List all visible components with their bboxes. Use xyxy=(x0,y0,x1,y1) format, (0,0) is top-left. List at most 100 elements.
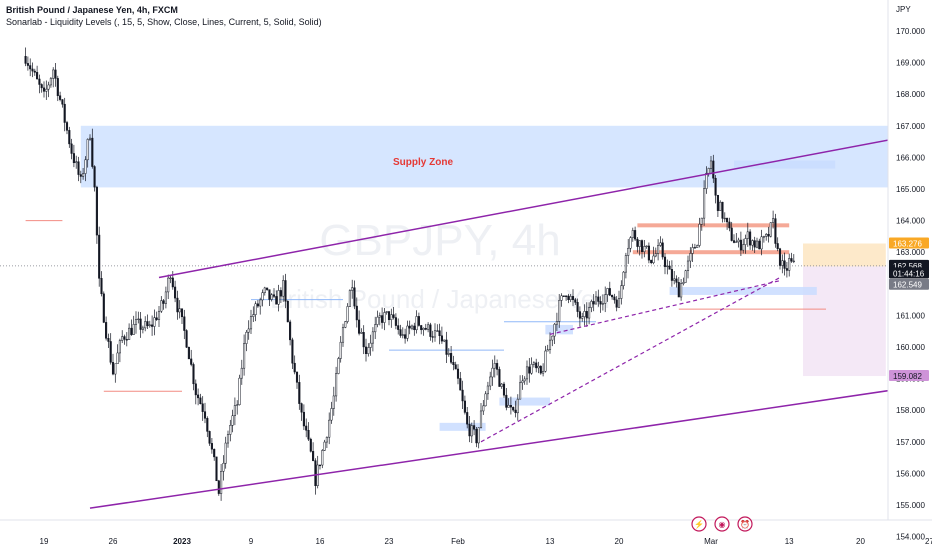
candle-body xyxy=(100,278,103,295)
candle-body xyxy=(116,352,119,364)
candle-body xyxy=(190,358,193,365)
candle-body xyxy=(118,340,121,354)
x-tick-label: 20 xyxy=(856,537,865,546)
demand-box-4 xyxy=(734,160,836,169)
candle-body xyxy=(123,336,126,340)
lightning-icon[interactable]: ⚡ xyxy=(691,516,707,532)
candle-body xyxy=(542,370,545,374)
candle-body xyxy=(576,302,579,312)
candle-body xyxy=(781,260,784,266)
candle-body xyxy=(659,242,662,246)
candle-body xyxy=(539,365,542,374)
candle-body xyxy=(765,233,768,237)
candle-body xyxy=(277,290,280,305)
candle-body xyxy=(111,362,115,375)
alarm-icon[interactable]: ⏰ xyxy=(737,516,753,532)
price-label: 162.568 xyxy=(893,262,922,271)
candle-body xyxy=(38,78,41,85)
candle-body xyxy=(486,385,489,395)
x-tick-label: 27 xyxy=(925,537,932,546)
candle-body xyxy=(498,369,501,387)
candle-body xyxy=(705,172,708,189)
candle-body xyxy=(427,324,430,330)
candle-body xyxy=(72,153,75,164)
candle-body xyxy=(105,322,108,339)
candle-body xyxy=(611,294,614,298)
candle-body xyxy=(546,349,549,352)
candle-body xyxy=(732,240,736,243)
candle-body xyxy=(578,311,581,319)
price-label: 162.549 xyxy=(893,281,922,290)
candle-body xyxy=(670,269,673,281)
candle-body xyxy=(560,295,563,301)
candle-body xyxy=(378,315,381,318)
candle-body xyxy=(192,364,195,385)
candle-body xyxy=(65,122,69,131)
candle-body xyxy=(565,295,568,297)
candle-body xyxy=(420,325,423,331)
trend-line-dashed-1 xyxy=(549,280,781,335)
currency-label: JPY xyxy=(896,5,911,14)
candle-body xyxy=(645,245,648,247)
candle-body xyxy=(56,78,59,96)
candle-body xyxy=(767,233,770,237)
candle-body xyxy=(252,314,255,317)
candle-body xyxy=(739,239,742,251)
record-icon[interactable]: ◉ xyxy=(714,516,730,532)
candle-body xyxy=(698,223,701,246)
candle-body xyxy=(254,303,257,315)
candle-body xyxy=(401,334,404,336)
candle-body xyxy=(548,339,552,350)
candle-body xyxy=(470,425,473,437)
x-tick-label: 13 xyxy=(546,537,555,546)
candle-body xyxy=(77,161,80,175)
svg-text:⏰: ⏰ xyxy=(740,519,750,529)
price-label-box xyxy=(889,278,929,290)
candle-body xyxy=(332,395,335,409)
x-tick-label: 19 xyxy=(40,537,49,546)
candle-body xyxy=(61,99,64,105)
candle-body xyxy=(634,230,637,240)
y-tick-label: 156.000 xyxy=(896,469,925,478)
candle-body xyxy=(295,371,299,383)
candle-body xyxy=(137,318,140,320)
candle-body xyxy=(663,256,667,267)
candle-body xyxy=(581,316,584,319)
y-tick-label: 167.000 xyxy=(896,122,925,131)
candle-body xyxy=(691,247,694,254)
candle-body xyxy=(537,365,540,369)
candle-body xyxy=(686,260,690,271)
candle-body xyxy=(574,299,577,303)
candle-body xyxy=(466,412,469,425)
x-tick-label: 9 xyxy=(249,537,254,546)
candle-body xyxy=(213,448,216,458)
candle-body xyxy=(723,217,726,220)
candle-body xyxy=(328,419,331,438)
candle-body xyxy=(344,321,347,328)
candle-body xyxy=(249,316,253,330)
candle-body xyxy=(744,238,747,245)
y-tick-label: 161.000 xyxy=(896,311,925,320)
candle-body xyxy=(155,317,158,320)
candle-body xyxy=(406,325,409,339)
candle-body xyxy=(788,258,791,271)
symbol-title[interactable]: British Pound / Japanese Yen, 4h, FXCM xyxy=(6,5,178,15)
candle-body xyxy=(624,255,627,273)
candle-body xyxy=(735,241,738,243)
candle-body xyxy=(677,282,680,298)
indicator-label[interactable]: Sonarlab - Liquidity Levels (, 15, 5, Sh… xyxy=(6,17,322,27)
candle-body xyxy=(109,341,112,363)
candle-body xyxy=(346,306,349,322)
candle-body xyxy=(512,406,515,411)
candle-body xyxy=(82,173,85,177)
candle-body xyxy=(392,314,395,318)
candle-body xyxy=(360,332,363,334)
candle-body xyxy=(394,317,397,326)
candle-body xyxy=(627,247,630,256)
x-tick-label: Mar xyxy=(704,537,718,546)
candle-body xyxy=(325,436,328,443)
candle-body xyxy=(643,246,646,253)
candle-body xyxy=(617,298,621,308)
